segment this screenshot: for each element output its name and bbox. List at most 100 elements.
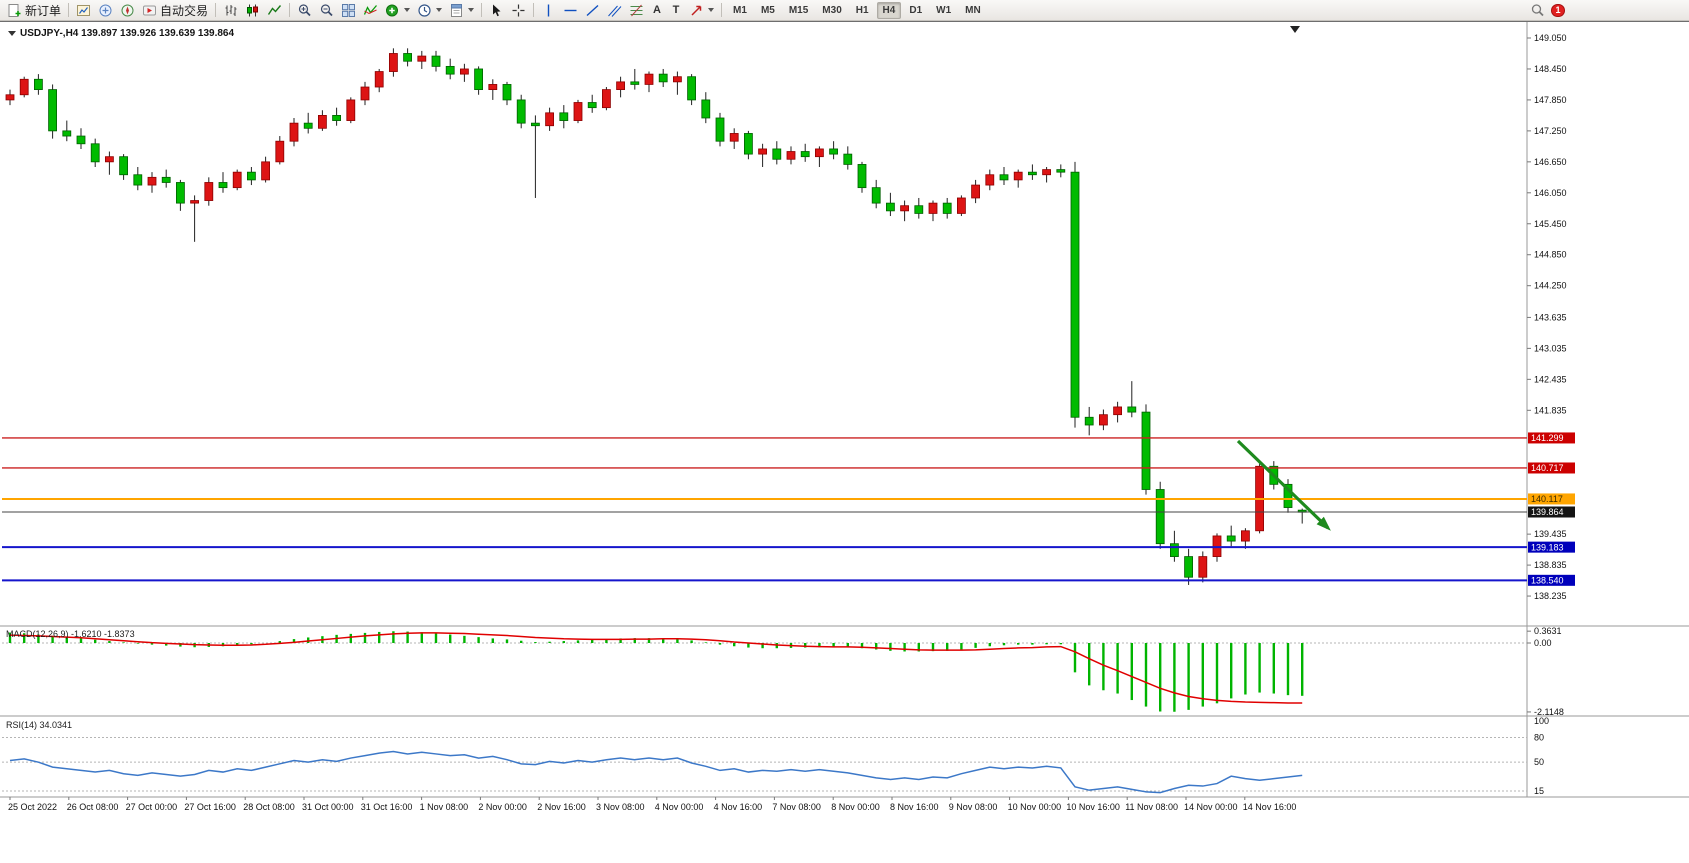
timeframe-button-h4[interactable]: H4 (876, 1, 902, 19)
price-line-139.864[interactable]: 139.864 (2, 506, 1575, 518)
time-axis: 25 Oct 2022 26 Oct 08:00 27 Oct 00:00 27 Oc… (8, 797, 1296, 812)
price-line-141.299[interactable]: 141.299 (2, 432, 1575, 444)
price-line-139.183[interactable]: 139.183 (2, 541, 1575, 553)
trendline-icon (586, 4, 599, 16)
data-window-button[interactable] (95, 1, 116, 19)
toolbar-separator (721, 3, 723, 17)
timeframe-button-m30[interactable]: M30 (822, 4, 842, 16)
price-line-140.717[interactable]: 140.717 (2, 462, 1575, 474)
timeframe-button-m1[interactable]: M1 (733, 4, 747, 16)
period-button[interactable] (414, 1, 445, 19)
text-label-tool-button[interactable]: T (667, 1, 685, 19)
timeframe-button-m15[interactable]: M15 (788, 4, 809, 16)
symbol-dropdown-icon[interactable] (8, 31, 16, 36)
search-icon[interactable] (1530, 3, 1545, 18)
toolbar-separator (289, 3, 291, 17)
template-caret-icon (468, 8, 475, 12)
indicators-list-button[interactable] (360, 1, 381, 19)
chart-frame (0, 22, 1689, 798)
navigator-button[interactable] (117, 1, 138, 19)
timeframe-button-h1[interactable]: H1 (855, 4, 869, 16)
channel-tool-button[interactable] (604, 1, 625, 19)
main-toolbar: 新订单 自动交易 (0, 0, 1689, 21)
zoom-in-icon (298, 3, 311, 16)
vertical-line-tool-button[interactable] (538, 1, 559, 19)
candlestick-icon (247, 4, 259, 16)
svg-text:148.450: 148.450 (1534, 64, 1567, 74)
chart-canvas[interactable]: 149.050 148.450 147.850 147.250 146.650 146.0… (0, 22, 1689, 863)
toolbar-separator (481, 3, 483, 17)
arrows-caret-icon (708, 8, 715, 12)
svg-text:14 Nov 16:00: 14 Nov 16:00 (1243, 802, 1297, 812)
svg-text:142.435: 142.435 (1534, 374, 1567, 384)
svg-text:27 Oct 16:00: 27 Oct 16:00 (184, 802, 236, 812)
svg-text:3 Nov 08:00: 3 Nov 08:00 (596, 802, 645, 812)
market-watch-button[interactable] (73, 1, 94, 19)
auto-trading-button[interactable]: 自动交易 (139, 1, 211, 19)
channel-icon (608, 5, 622, 17)
data-window-icon (99, 4, 112, 16)
chart-window: 149.050 148.450 147.850 147.250 146.650 146.0… (0, 21, 1689, 863)
svg-text:26 Oct 08:00: 26 Oct 08:00 (67, 802, 119, 812)
chart-title: USDJPY-,H4 139.897 139.926 139.639 139.8… (8, 28, 234, 39)
crosshair-tool-button[interactable] (508, 1, 529, 19)
fibonacci-tool-button[interactable] (626, 1, 647, 19)
zoom-in-button[interactable] (294, 1, 315, 19)
timeframe-button-mn[interactable]: MN (965, 4, 981, 16)
arrows-tool-button[interactable] (686, 1, 717, 19)
macd-signal-line (9, 632, 1303, 704)
tile-windows-icon (342, 3, 356, 17)
toolbar-right: 1 (1530, 3, 1685, 18)
svg-text:0.00: 0.00 (1534, 638, 1552, 648)
svg-text:100: 100 (1534, 716, 1549, 726)
crosshair-icon (512, 4, 525, 16)
svg-text:27 Oct 00:00: 27 Oct 00:00 (126, 802, 178, 812)
svg-text:25 Oct 2022: 25 Oct 2022 (8, 802, 57, 812)
svg-text:145.450: 145.450 (1534, 219, 1567, 229)
zoom-out-button[interactable] (316, 1, 337, 19)
chart-shift-marker (1290, 26, 1300, 33)
timeframe-button-m5[interactable]: M5 (760, 4, 775, 16)
line-chart-mode-button[interactable] (264, 1, 285, 19)
toolbar-separator (68, 3, 70, 17)
bar-chart-mode-button[interactable] (220, 1, 241, 19)
new-order-button[interactable]: 新订单 (4, 1, 64, 19)
cursor-tool-button[interactable] (486, 1, 507, 19)
indicators-icon (363, 4, 378, 15)
timeframe-button-w1[interactable]: W1 (936, 4, 952, 16)
template-icon (451, 3, 463, 17)
notification-badge[interactable]: 1 (1551, 3, 1565, 17)
svg-text:0.3631: 0.3631 (1534, 626, 1562, 636)
trendline-tool-button[interactable] (582, 1, 603, 19)
price-axis: 149.050 148.450 147.850 147.250 146.650 146.0… (1527, 33, 1567, 601)
text-tool-button[interactable]: A (648, 1, 666, 19)
market-watch-icon (77, 4, 91, 16)
svg-text:8 Nov 16:00: 8 Nov 16:00 (890, 802, 939, 812)
svg-text:31 Oct 16:00: 31 Oct 16:00 (361, 802, 413, 812)
svg-text:7 Nov 08:00: 7 Nov 08:00 (772, 802, 821, 812)
period-caret-icon (436, 8, 443, 12)
timeframe-button-d1[interactable]: D1 (909, 4, 923, 16)
svg-text:138.835: 138.835 (1534, 560, 1567, 570)
horizontal-line-tool-button[interactable] (560, 1, 581, 19)
candlestick-mode-button[interactable] (242, 1, 263, 19)
auto-trading-icon (143, 5, 157, 15)
price-line-138.540[interactable]: 138.540 (2, 574, 1575, 586)
svg-text:143.635: 143.635 (1534, 312, 1567, 322)
trend-arrow[interactable] (1236, 439, 1331, 531)
svg-text:141.835: 141.835 (1534, 405, 1567, 415)
cursor-icon (493, 4, 501, 16)
svg-text:-2.1148: -2.1148 (1534, 707, 1564, 717)
svg-text:146.650: 146.650 (1534, 157, 1567, 167)
tile-windows-button[interactable] (338, 1, 359, 19)
navigator-icon (121, 4, 134, 16)
macd-indicator-label: MACD(12,26,9) -1.6210 -1.8373 (6, 629, 135, 639)
add-indicator-button[interactable] (382, 1, 413, 19)
svg-text:138.540: 138.540 (1531, 576, 1564, 586)
svg-text:2 Nov 00:00: 2 Nov 00:00 (478, 802, 527, 812)
chart-title-text: USDJPY-,H4 139.897 139.926 139.639 139.8… (20, 28, 235, 39)
price-line-140.117[interactable]: 140.117 (2, 493, 1575, 505)
template-button[interactable] (446, 1, 477, 19)
text-tool-icon: A (653, 4, 661, 16)
new-order-label: 新订单 (25, 3, 62, 18)
